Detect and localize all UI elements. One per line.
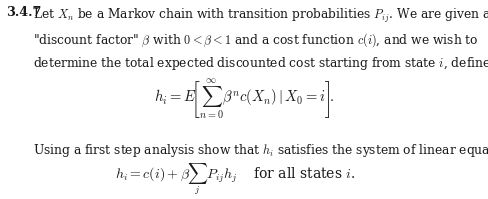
Text: $h_i = c(i) + \beta \sum_{j} P_{ij} h_j \quad$ for all states $i$.: $h_i = c(i) + \beta \sum_{j} P_{ij} h_j …	[114, 161, 354, 197]
Text: Using a first step analysis show that $h_i$ satisfies the system of linear equat: Using a first step analysis show that $h…	[33, 142, 488, 159]
Text: $h_i = E\!\left[\sum_{n=0}^{\infty} \beta^n c(X_n)\,|\, X_0 = i\right]\!.$: $h_i = E\!\left[\sum_{n=0}^{\infty} \bet…	[154, 78, 334, 121]
Text: Let $X_n$ be a Markov chain with transition probabilities $P_{ij}$. We are given: Let $X_n$ be a Markov chain with transit…	[33, 6, 488, 72]
Text: 3.4.7: 3.4.7	[6, 6, 41, 19]
